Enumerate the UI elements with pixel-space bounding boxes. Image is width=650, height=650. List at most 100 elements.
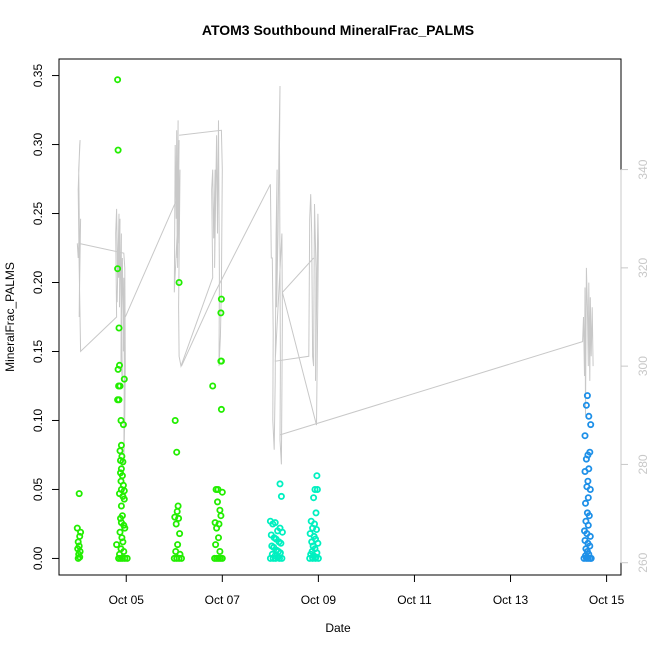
data-point: [217, 295, 225, 303]
x-axis: Oct 05 Oct 07 Oct 09 Oct 11 Oct 13 Oct 15: [109, 574, 625, 607]
data-point: [171, 416, 179, 424]
data-point: [217, 309, 225, 317]
data-point: [123, 554, 131, 562]
data-point: [580, 554, 588, 562]
data-point: [217, 357, 225, 365]
x-tick-label: Oct 09: [301, 593, 337, 607]
data-point: [121, 554, 129, 562]
data-point: [582, 499, 590, 507]
data-point: [216, 548, 224, 556]
data-point: [114, 76, 122, 84]
data-point: [119, 458, 127, 466]
data-point: [217, 512, 225, 520]
y-tick-label: 0.25: [31, 202, 45, 226]
data-point: [175, 278, 183, 286]
y-tick-label: 0.15: [31, 339, 45, 363]
data-point: [277, 539, 285, 547]
data-point: [277, 492, 285, 500]
data-point: [177, 554, 185, 562]
y2-tick-label: 300: [636, 356, 650, 376]
data-point: [175, 554, 183, 562]
data-point: [175, 514, 183, 522]
scatter-points: [73, 76, 595, 562]
gray-line-segment-3: [279, 267, 594, 436]
data-point: [218, 554, 226, 562]
data-point: [119, 538, 127, 546]
y-tick-label: 0.20: [31, 271, 45, 295]
data-point: [213, 524, 221, 532]
data-point: [121, 524, 129, 532]
data-point: [120, 375, 128, 383]
data-point: [113, 541, 121, 549]
y2-tick-label: 320: [636, 258, 650, 278]
data-point: [114, 396, 122, 404]
x-tick-label: Oct 05: [109, 593, 145, 607]
data-point: [272, 554, 280, 562]
y-tick-label: 0.30: [31, 133, 45, 157]
x-axis-label: Date: [325, 621, 351, 635]
data-point: [216, 506, 224, 514]
data-point: [313, 485, 321, 493]
y-tick-label: 0.35: [31, 64, 45, 88]
y-axis-left: 0.00 0.05 0.10 0.15 0.20 0.25 0.30 0.35: [31, 64, 60, 570]
data-point: [581, 467, 589, 475]
data-point: [73, 524, 81, 532]
data-point: [114, 365, 122, 373]
data-point: [212, 541, 220, 549]
data-point: [174, 502, 182, 510]
data-point: [311, 554, 319, 562]
y2-tick-label: 260: [636, 552, 650, 572]
data-point: [115, 382, 123, 390]
y-axis-label: MineralFrac_PALMS: [3, 262, 17, 372]
data-point: [271, 519, 279, 527]
data-point: [310, 494, 318, 502]
data-point: [314, 554, 322, 562]
data-point: [278, 554, 286, 562]
data-point: [120, 495, 128, 503]
data-point: [587, 554, 595, 562]
data-point: [74, 554, 82, 562]
x-tick-label: Oct 07: [205, 593, 241, 607]
data-point: [176, 530, 184, 538]
data-point: [171, 513, 179, 521]
data-point: [209, 382, 217, 390]
y2-tick-label: 280: [636, 454, 650, 474]
data-point: [117, 465, 125, 473]
data-point: [581, 432, 589, 440]
data-point: [173, 507, 181, 515]
data-point: [114, 146, 122, 154]
data-point: [584, 494, 592, 502]
data-point: [311, 485, 319, 493]
data-point: [582, 401, 590, 409]
data-point: [586, 485, 594, 493]
data-point: [275, 554, 283, 562]
data-point: [213, 498, 221, 506]
data-point: [586, 532, 594, 540]
data-point: [214, 534, 222, 542]
y-axis-right: 260 280 300 320 340: [620, 159, 650, 573]
data-point: [174, 541, 182, 549]
y-tick-label: 0.00: [31, 546, 45, 570]
data-point: [117, 441, 125, 449]
data-point: [269, 554, 277, 562]
gray-line-segment-1: [124, 120, 223, 368]
x-tick-label: Oct 15: [589, 593, 625, 607]
data-point: [116, 528, 124, 536]
data-point: [276, 480, 284, 488]
data-point: [584, 477, 592, 485]
data-point: [75, 490, 83, 498]
data-point: [278, 528, 286, 536]
data-point: [217, 405, 225, 413]
data-point: [312, 526, 320, 534]
plot-area-box: [58, 58, 622, 576]
gray-series-lines: [76, 85, 594, 465]
data-point: [587, 421, 595, 429]
data-point: [586, 448, 594, 456]
gray-line-segment-0: [76, 140, 126, 465]
y-tick-label: 0.05: [31, 477, 45, 501]
data-point: [585, 512, 593, 520]
data-point: [582, 455, 590, 463]
x-tick-label: Oct 13: [493, 593, 529, 607]
data-point: [115, 324, 123, 332]
